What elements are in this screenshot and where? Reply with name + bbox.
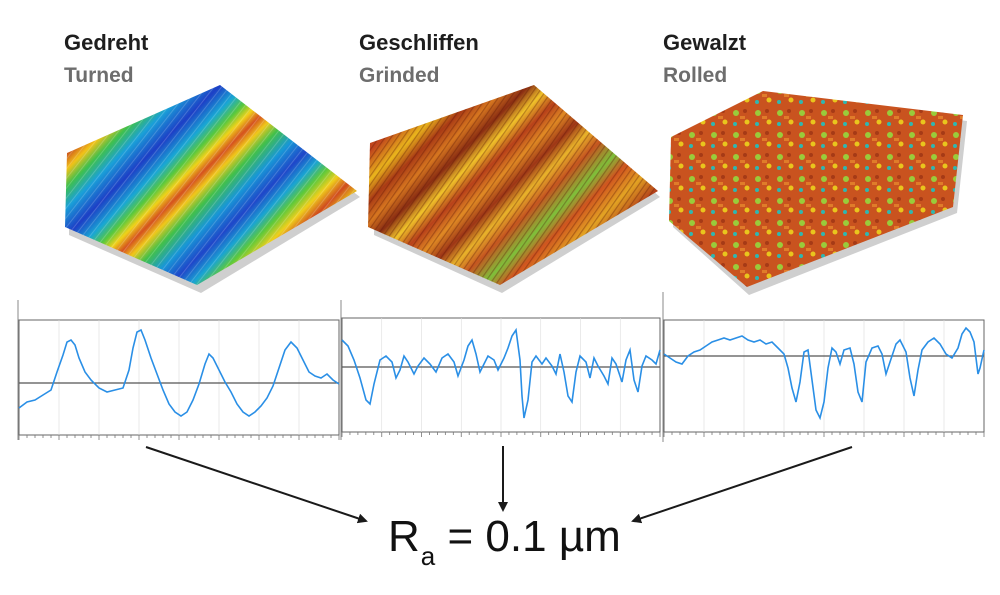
turned-profile-plot [17, 300, 340, 440]
turned-label-de: Gedreht [64, 30, 149, 55]
profile-line [663, 326, 985, 421]
rolled-label-de: Gewalzt [663, 30, 747, 55]
grinded-profile-plot [340, 300, 661, 440]
arrow-rolled [631, 446, 853, 524]
grinded-label-en: Grinded [359, 64, 440, 87]
grinded-surface-image [368, 85, 660, 293]
turned-label-en: Turned [64, 64, 134, 87]
formula-unit: µm [558, 512, 621, 561]
rolled-profile-plot [662, 292, 985, 442]
turned-surface-image [65, 85, 360, 293]
roughness-formula: Ra = 0.1 µm [388, 512, 621, 571]
profile-line [18, 328, 340, 417]
formula-value: 0.1 [485, 512, 547, 561]
formula-equals: = [447, 512, 474, 561]
grinded-label-de: Geschliffen [359, 30, 479, 55]
rolled-surface-image [669, 91, 967, 295]
formula-subscript: a [420, 541, 436, 571]
rolled-label-en: Rolled [663, 64, 728, 87]
formula-symbol: R [388, 512, 420, 561]
arrow-turned [145, 446, 368, 524]
profile-line [341, 327, 661, 419]
